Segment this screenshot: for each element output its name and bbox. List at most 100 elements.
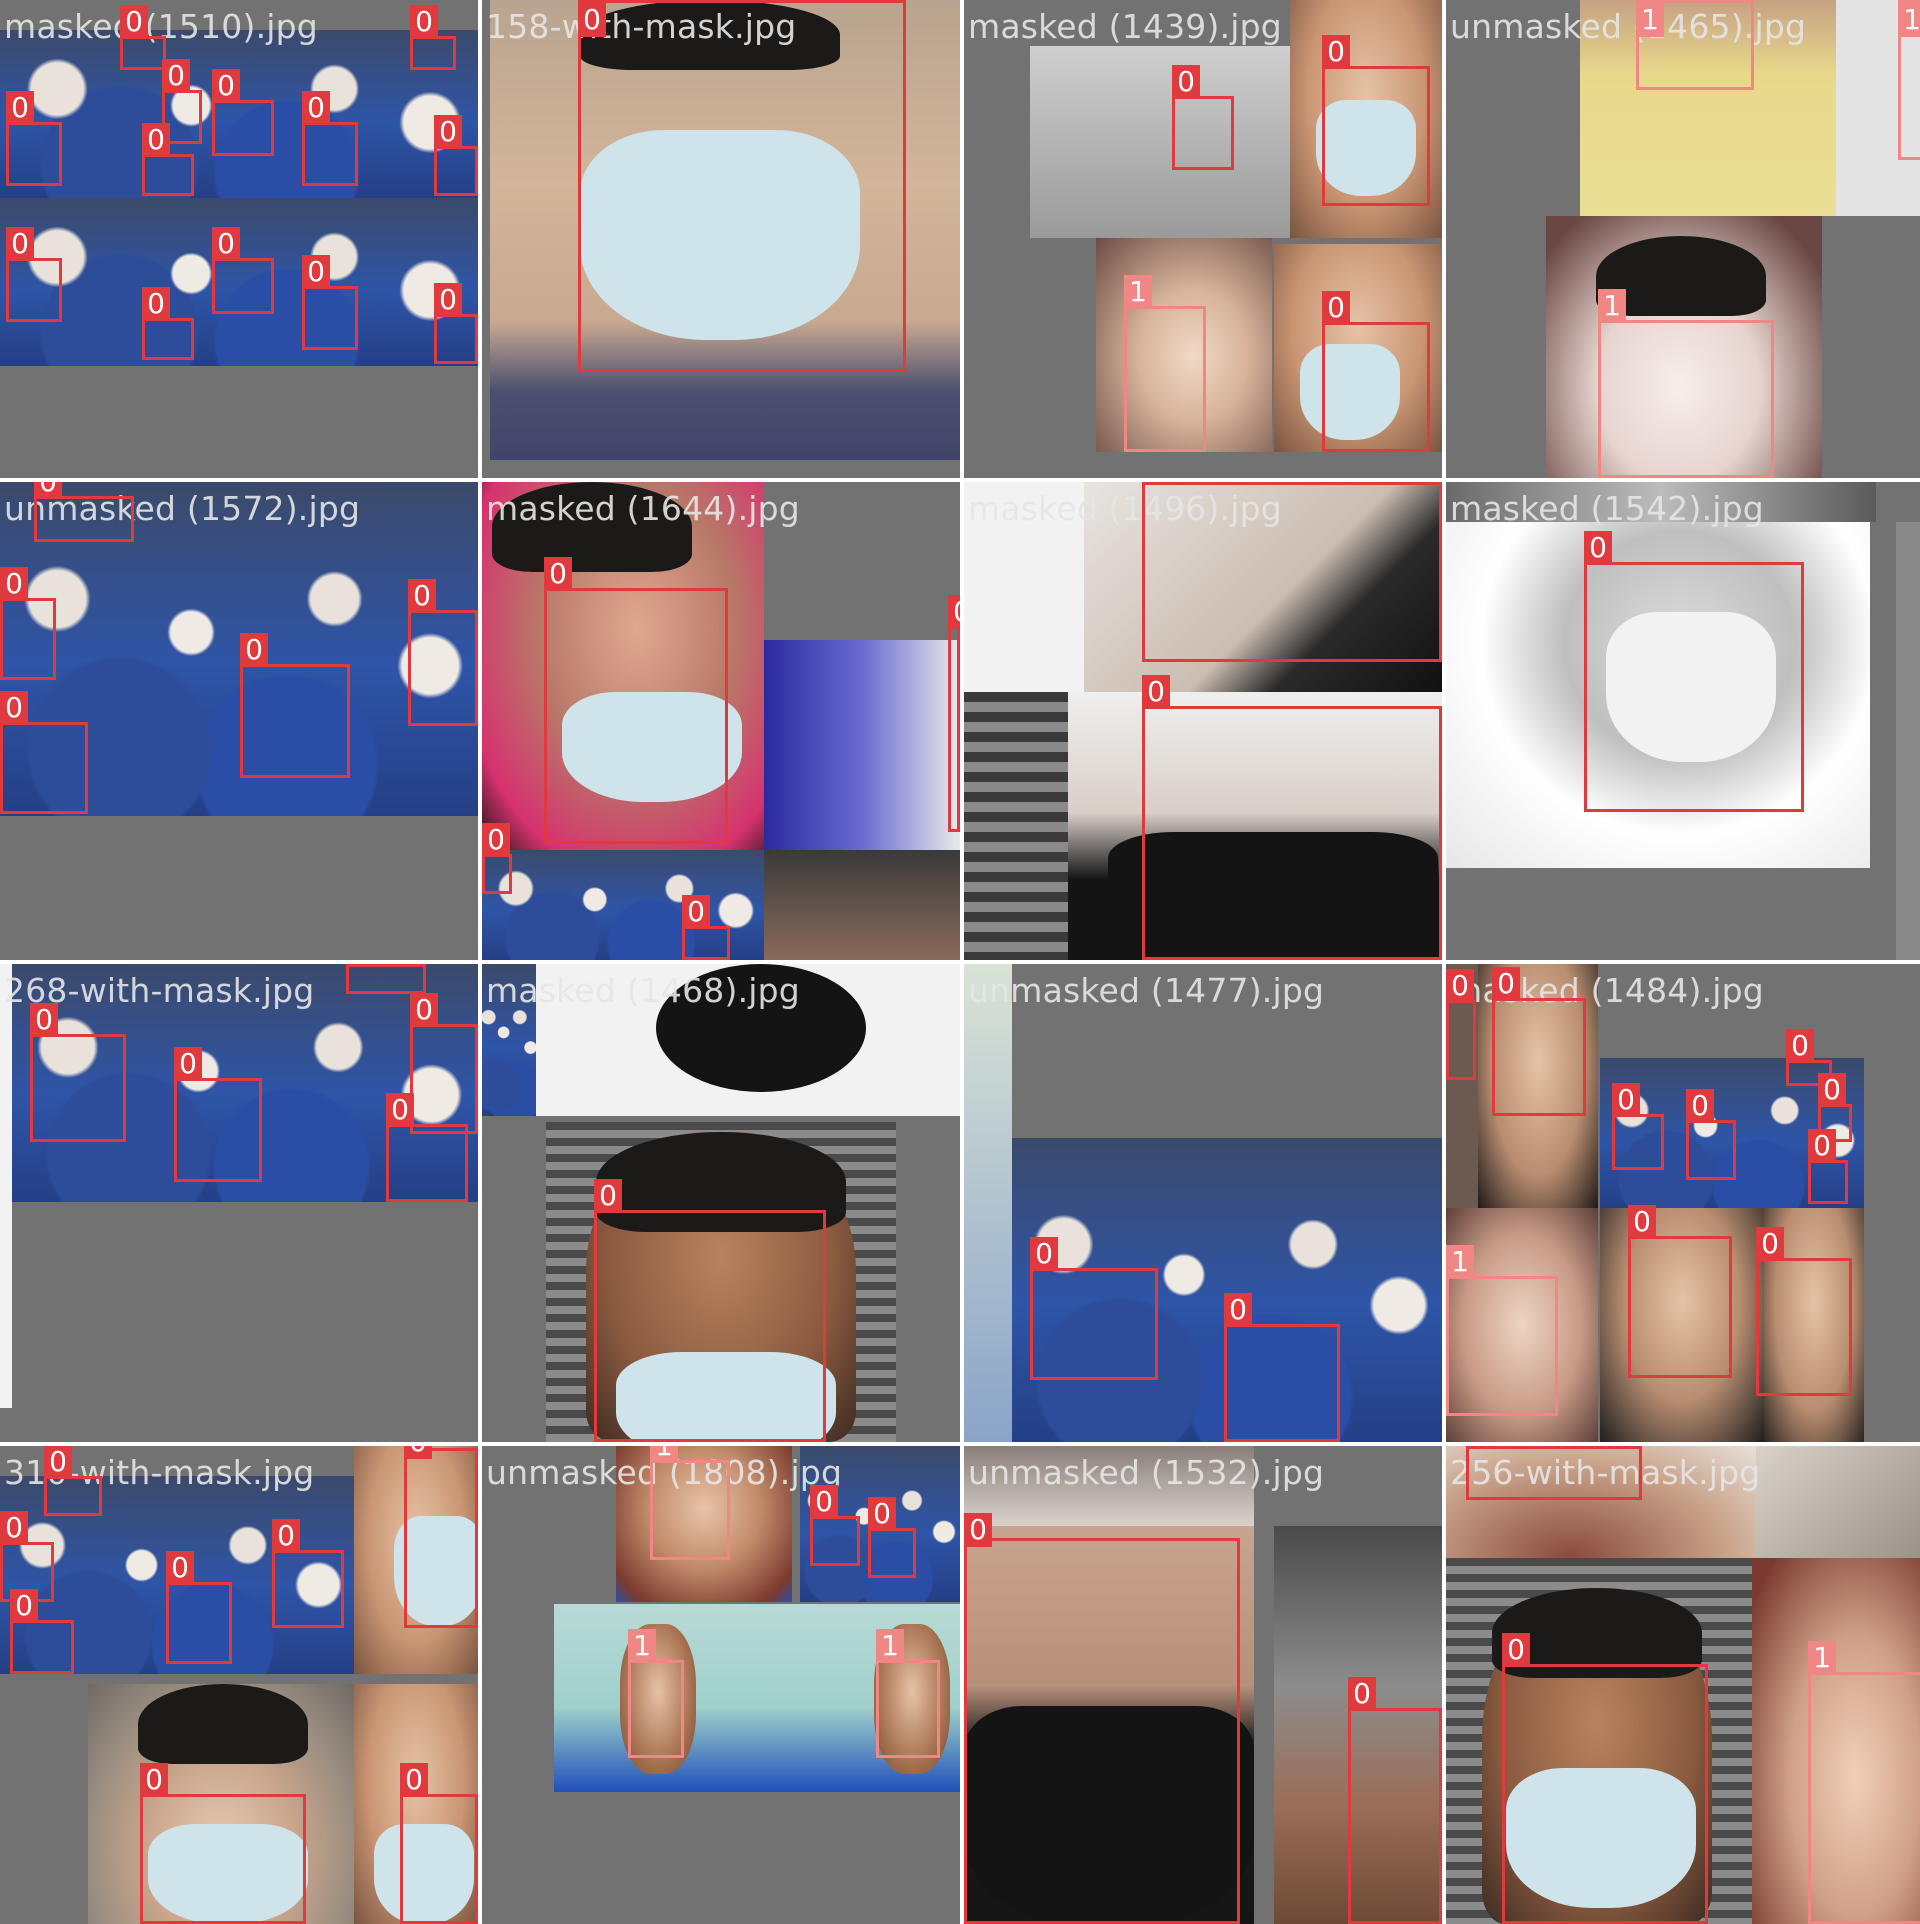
class-label: 0 xyxy=(1030,1237,1058,1271)
class-label: 0 xyxy=(240,633,268,667)
photo-face xyxy=(354,1684,478,1924)
tile-masked-1484: masked (1484).jpg 0 0 0 0 0 0 0 1 0 0 xyxy=(1446,964,1920,1442)
tile-unmasked-1808: unmasked (1808).jpg 1 0 0 1 1 xyxy=(482,1446,960,1924)
detection-box: 0 xyxy=(1584,531,1804,812)
tile-title: unmasked (1465).jpg xyxy=(1450,7,1807,46)
photo-face xyxy=(616,1446,792,1602)
class-label: 0 xyxy=(174,1047,202,1081)
tile-unmasked-1532: unmasked (1532).jpg 0 0 xyxy=(964,1446,1442,1924)
tile-title: masked (1510).jpg xyxy=(4,7,318,46)
detection-box: 0 xyxy=(434,283,478,364)
photo-face xyxy=(554,1604,960,1792)
detection-box: 0 xyxy=(10,1589,74,1674)
tile-title: unmasked (1477).jpg xyxy=(968,971,1325,1010)
photo-face xyxy=(964,1526,1254,1924)
detection-box: 0 xyxy=(302,255,358,350)
tile-268-with-mask: 268-with-mask.jpg 0 0 0 0 0 xyxy=(0,964,478,1442)
class-label: 0 xyxy=(30,1003,58,1037)
photo-shirt xyxy=(1580,0,1836,216)
detection-box: 0 xyxy=(948,595,960,832)
photo-face xyxy=(1068,692,1442,960)
class-label: 0 xyxy=(6,91,34,125)
tile-title: masked (1542).jpg xyxy=(1450,489,1764,528)
detection-box: 0 xyxy=(1142,482,1442,662)
photo-face xyxy=(546,1122,896,1442)
surgical-mask-shape xyxy=(1606,612,1776,762)
class-label: 1 xyxy=(1898,3,1920,37)
tile-masked-1439: masked (1439).jpg 0 0 1 0 xyxy=(964,0,1442,478)
detection-box: 0 xyxy=(1756,1227,1852,1396)
tile-masked-1510: masked (1510).jpg 0 0 0 0 0 0 0 0 0 0 0 … xyxy=(0,0,478,478)
class-label: 0 xyxy=(44,1446,72,1479)
detection-box: 0 xyxy=(240,633,350,778)
detection-box: 0 xyxy=(142,287,194,360)
tile-title: masked (1439).jpg xyxy=(968,7,1282,46)
detection-box: 1 xyxy=(650,1446,730,1560)
detection-box: 0 xyxy=(578,0,906,372)
detection-box: 0 xyxy=(400,1763,478,1924)
class-label: 0 xyxy=(212,227,240,261)
class-label: 0 xyxy=(1446,969,1474,1003)
detection-box: 0 xyxy=(142,123,194,196)
class-label: 0 xyxy=(1756,1227,1784,1261)
class-label: 1 xyxy=(650,1446,678,1463)
detection-box: 0 xyxy=(1502,1633,1708,1924)
photo-hat xyxy=(1446,1446,1756,1558)
class-label: 0 xyxy=(272,1519,300,1553)
detection-box: 0 xyxy=(1818,1073,1852,1142)
surgical-mask-shape xyxy=(394,1516,478,1626)
detection-box: 0 xyxy=(434,115,478,196)
class-label: 0 xyxy=(162,59,190,93)
tile-unmasked-1572: unmasked (1572).jpg 0 0 0 0 0 xyxy=(0,482,478,960)
detection-box: 0 xyxy=(1348,1677,1442,1924)
tile-310-with-mask: 310-with-mask.jpg 0 0 0 0 0 0 0 0 xyxy=(0,1446,478,1924)
detection-box: 0 xyxy=(302,91,358,186)
class-label: 0 xyxy=(386,1093,414,1127)
detection-box: 1 xyxy=(1446,1245,1558,1416)
class-label: 0 xyxy=(1628,1205,1656,1239)
photo-hat xyxy=(536,964,960,1116)
photo-crowd xyxy=(482,964,536,1116)
surgical-mask-shape xyxy=(1316,100,1416,196)
class-label: 0 xyxy=(1322,291,1350,325)
detection-box: 0 xyxy=(810,1485,860,1566)
class-label: 0 xyxy=(408,579,436,613)
photo-crowd xyxy=(0,198,478,366)
detection-box: 1 xyxy=(1898,0,1920,160)
surgical-mask-shape xyxy=(580,130,860,340)
hat-shape xyxy=(656,964,866,1092)
class-label: 0 xyxy=(346,964,374,967)
class-label: 0 xyxy=(434,115,462,149)
class-label: 1 xyxy=(1598,289,1626,323)
detection-box: 0 xyxy=(408,579,478,726)
class-label: 0 xyxy=(1686,1089,1714,1123)
detection-box: 0 xyxy=(0,691,88,814)
photo-strip xyxy=(1446,482,1876,522)
tile-title: 158-with-mask.jpg xyxy=(486,7,797,46)
tile-unmasked-1465: unmasked (1465).jpg 1 1 1 xyxy=(1446,0,1920,478)
detection-box: 0 xyxy=(682,895,730,960)
detection-box: 0 xyxy=(1224,1293,1340,1442)
tile-title: 256-with-mask.jpg xyxy=(1450,1453,1761,1492)
photo-face xyxy=(1274,1526,1442,1924)
detection-box: 0 xyxy=(1172,65,1234,170)
class-label: 0 xyxy=(1224,1293,1252,1327)
photo-face xyxy=(490,0,960,460)
class-label: 0 xyxy=(1348,1677,1376,1711)
photo-face xyxy=(1446,964,1478,1208)
class-label: 1 xyxy=(1124,275,1152,309)
detection-box: 0 xyxy=(272,1519,344,1628)
class-label: 0 xyxy=(1322,35,1350,69)
detection-box: 0 xyxy=(1322,35,1430,206)
detection-box: 0 xyxy=(1142,675,1442,960)
class-label: 0 xyxy=(868,1497,896,1531)
tile-256-with-mask: 256-with-mask.jpg 0 0 1 xyxy=(1446,1446,1920,1924)
class-label: 0 xyxy=(594,1179,622,1213)
class-label: 0 xyxy=(1142,482,1170,485)
photo-illustration xyxy=(764,640,960,850)
detection-box: 0 xyxy=(6,91,62,186)
class-label: 0 xyxy=(544,557,572,591)
class-label: 0 xyxy=(948,595,960,629)
detection-box: 0 xyxy=(964,1513,1240,1924)
class-label: 1 xyxy=(1636,3,1664,37)
